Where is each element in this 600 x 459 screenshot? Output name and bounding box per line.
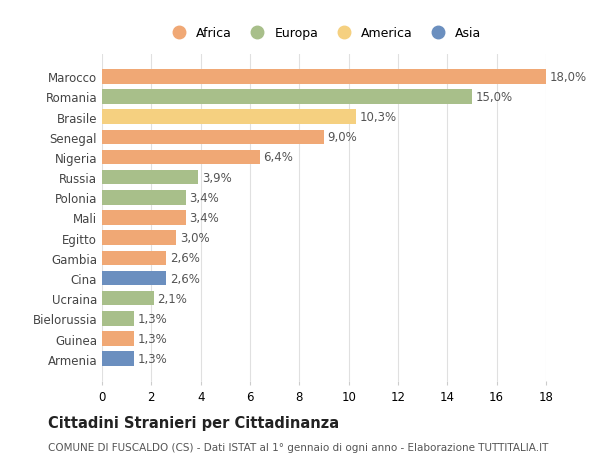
Text: 2,6%: 2,6%: [170, 272, 200, 285]
Text: 3,0%: 3,0%: [180, 232, 209, 245]
Text: 3,4%: 3,4%: [190, 191, 220, 204]
Bar: [102, 291, 154, 306]
Bar: [102, 151, 260, 165]
Bar: [102, 70, 546, 84]
Text: 10,3%: 10,3%: [360, 111, 397, 124]
Bar: [102, 190, 186, 205]
Bar: [102, 171, 198, 185]
Text: 3,4%: 3,4%: [190, 212, 220, 224]
Text: Cittadini Stranieri per Cittadinanza: Cittadini Stranieri per Cittadinanza: [48, 415, 339, 431]
Text: 1,3%: 1,3%: [138, 312, 167, 325]
Text: 18,0%: 18,0%: [550, 71, 587, 84]
Text: 15,0%: 15,0%: [476, 91, 513, 104]
Bar: [102, 211, 186, 225]
Bar: [102, 231, 176, 246]
Text: 6,4%: 6,4%: [263, 151, 293, 164]
Text: 2,6%: 2,6%: [170, 252, 200, 265]
Legend: Africa, Europa, America, Asia: Africa, Europa, America, Asia: [161, 22, 487, 45]
Bar: [102, 130, 324, 145]
Bar: [102, 110, 356, 125]
Bar: [102, 352, 134, 366]
Text: 2,1%: 2,1%: [157, 292, 187, 305]
Bar: [102, 251, 166, 265]
Text: 1,3%: 1,3%: [138, 353, 167, 365]
Bar: [102, 271, 166, 285]
Text: 3,9%: 3,9%: [202, 171, 232, 184]
Bar: [102, 90, 472, 105]
Text: 1,3%: 1,3%: [138, 332, 167, 345]
Bar: [102, 311, 134, 326]
Text: COMUNE DI FUSCALDO (CS) - Dati ISTAT al 1° gennaio di ogni anno - Elaborazione T: COMUNE DI FUSCALDO (CS) - Dati ISTAT al …: [48, 442, 548, 452]
Bar: [102, 331, 134, 346]
Text: 9,0%: 9,0%: [328, 131, 358, 144]
